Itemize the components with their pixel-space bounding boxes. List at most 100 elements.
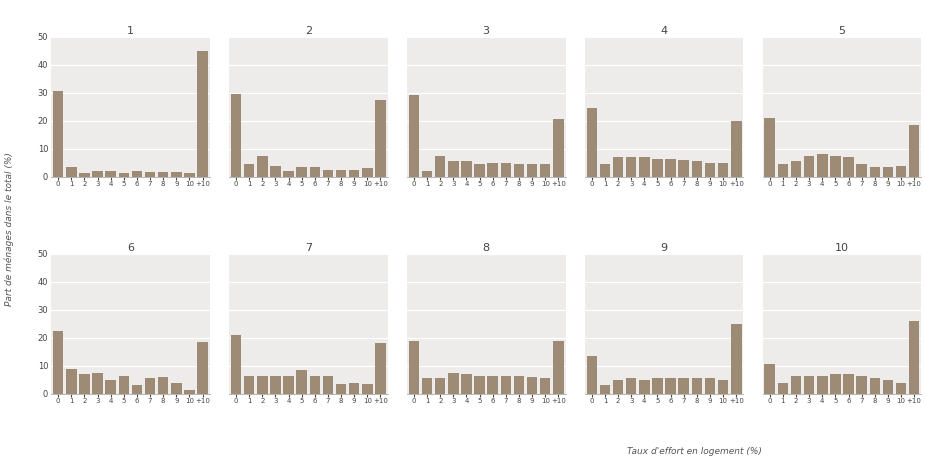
Bar (336, 170, 346, 177)
Bar (804, 156, 814, 177)
Bar (626, 378, 636, 394)
Title: 4: 4 (660, 26, 668, 36)
Bar (93, 373, 103, 394)
Bar (375, 100, 386, 177)
Bar (131, 386, 143, 394)
Bar (501, 376, 511, 394)
Bar (448, 161, 458, 177)
Bar (553, 341, 564, 394)
Bar (171, 172, 181, 177)
Bar (895, 383, 907, 394)
Bar (349, 170, 359, 177)
Bar (448, 373, 458, 394)
Bar (106, 171, 116, 177)
Bar (296, 370, 307, 394)
Bar (613, 157, 623, 177)
Bar (408, 95, 419, 177)
Bar (870, 167, 880, 177)
Bar (79, 374, 90, 394)
Bar (184, 390, 194, 394)
Bar (309, 167, 320, 177)
Bar (158, 377, 169, 394)
Bar (844, 157, 854, 177)
Bar (66, 167, 77, 177)
Bar (144, 172, 156, 177)
Bar (679, 378, 689, 394)
Bar (106, 380, 116, 394)
Bar (93, 171, 103, 177)
Bar (53, 91, 63, 177)
Bar (679, 160, 689, 177)
Bar (501, 163, 511, 177)
Bar (514, 376, 524, 394)
Bar (474, 376, 485, 394)
Bar (882, 167, 894, 177)
Bar (830, 374, 841, 394)
Bar (600, 164, 610, 177)
Bar (791, 376, 801, 394)
Bar (705, 378, 715, 394)
Bar (639, 380, 650, 394)
Bar (461, 161, 471, 177)
Bar (435, 156, 445, 177)
Bar (652, 378, 663, 394)
Bar (119, 376, 129, 394)
Bar (362, 384, 372, 394)
Bar (540, 164, 550, 177)
Bar (362, 169, 372, 177)
Bar (731, 121, 742, 177)
Bar (765, 118, 775, 177)
Bar (830, 156, 841, 177)
Bar (171, 383, 181, 394)
Bar (257, 156, 268, 177)
Bar (270, 165, 281, 177)
Title: 7: 7 (305, 243, 312, 253)
Bar (652, 158, 663, 177)
Bar (895, 165, 907, 177)
Bar (527, 164, 537, 177)
Bar (909, 125, 920, 177)
Title: 5: 5 (838, 26, 845, 36)
Bar (474, 164, 485, 177)
Bar (158, 172, 169, 177)
Bar (296, 167, 307, 177)
Bar (435, 378, 445, 394)
Bar (131, 171, 143, 177)
Bar (322, 376, 333, 394)
Bar (322, 170, 333, 177)
Bar (791, 161, 801, 177)
Bar (718, 380, 729, 394)
Bar (257, 376, 268, 394)
Bar (461, 374, 471, 394)
Bar (527, 377, 537, 394)
Bar (718, 163, 729, 177)
Bar (408, 341, 419, 394)
Bar (765, 365, 775, 394)
Title: 10: 10 (835, 243, 849, 253)
Bar (422, 378, 432, 394)
Bar (778, 164, 788, 177)
Bar (514, 164, 524, 177)
Title: 2: 2 (305, 26, 312, 36)
Bar (66, 369, 77, 394)
Bar (778, 383, 788, 394)
Bar (817, 376, 828, 394)
Bar (540, 378, 550, 394)
Bar (244, 164, 255, 177)
Bar (857, 376, 867, 394)
Title: 6: 6 (127, 243, 134, 253)
Bar (487, 163, 498, 177)
Bar (283, 376, 294, 394)
Bar (613, 380, 623, 394)
Bar (270, 376, 281, 394)
Bar (283, 171, 294, 177)
Bar (553, 119, 564, 177)
Bar (804, 376, 814, 394)
Text: Taux d'effort en logement (%): Taux d'effort en logement (%) (627, 447, 762, 456)
Bar (197, 342, 207, 394)
Title: 9: 9 (660, 243, 668, 253)
Bar (119, 173, 129, 177)
Bar (692, 161, 702, 177)
Bar (197, 51, 207, 177)
Bar (586, 108, 597, 177)
